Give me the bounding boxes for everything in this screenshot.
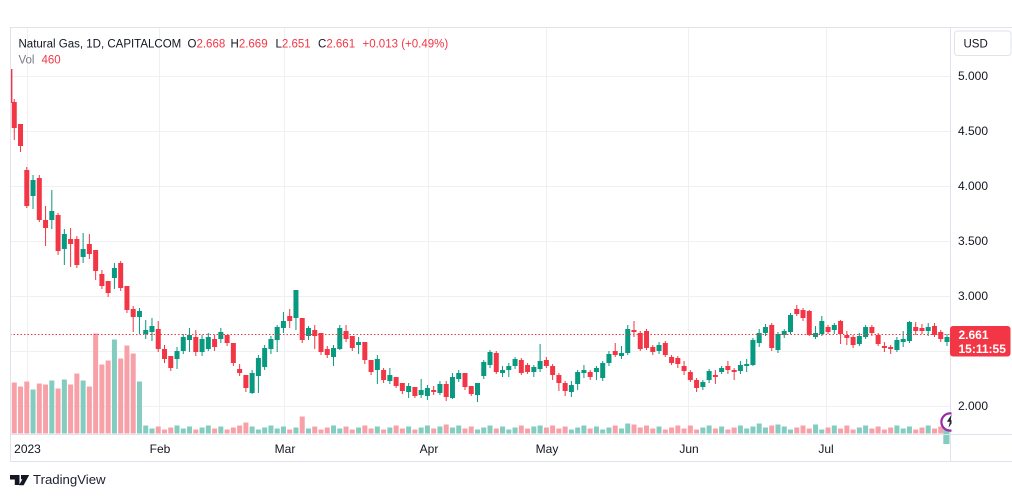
svg-text:2.000: 2.000 bbox=[958, 399, 988, 413]
svg-text:5.000: 5.000 bbox=[958, 69, 988, 83]
svg-text:Vol: Vol bbox=[19, 55, 35, 67]
svg-text:Natural Gas, 1D, CAPITALCOM: Natural Gas, 1D, CAPITALCOM bbox=[19, 38, 182, 50]
svg-text:Jun: Jun bbox=[679, 442, 698, 456]
svg-text:15:11:55: 15:11:55 bbox=[959, 342, 1007, 356]
svg-text:4.500: 4.500 bbox=[958, 124, 988, 138]
svg-text:O2.668: O2.668 bbox=[188, 38, 226, 50]
svg-text:2.661: 2.661 bbox=[959, 328, 989, 342]
svg-text:Apr: Apr bbox=[420, 442, 439, 456]
svg-text:460: 460 bbox=[42, 55, 61, 67]
svg-text:3.500: 3.500 bbox=[958, 234, 988, 248]
svg-text:TradingView: TradingView bbox=[33, 472, 106, 487]
svg-text:Feb: Feb bbox=[150, 442, 171, 456]
svg-text:Mar: Mar bbox=[275, 442, 296, 456]
svg-text:C2.661: C2.661 bbox=[318, 38, 355, 50]
svg-text:+0.013 (+0.49%): +0.013 (+0.49%) bbox=[363, 38, 449, 50]
svg-text:2023: 2023 bbox=[14, 442, 41, 456]
svg-text:H2.669: H2.669 bbox=[231, 38, 268, 50]
svg-text:3.000: 3.000 bbox=[958, 289, 988, 303]
svg-text:L2.651: L2.651 bbox=[276, 38, 311, 50]
svg-text:Jul: Jul bbox=[818, 442, 833, 456]
svg-text:USD: USD bbox=[964, 38, 988, 50]
svg-text:May: May bbox=[536, 442, 559, 456]
svg-text:4.000: 4.000 bbox=[958, 179, 988, 193]
